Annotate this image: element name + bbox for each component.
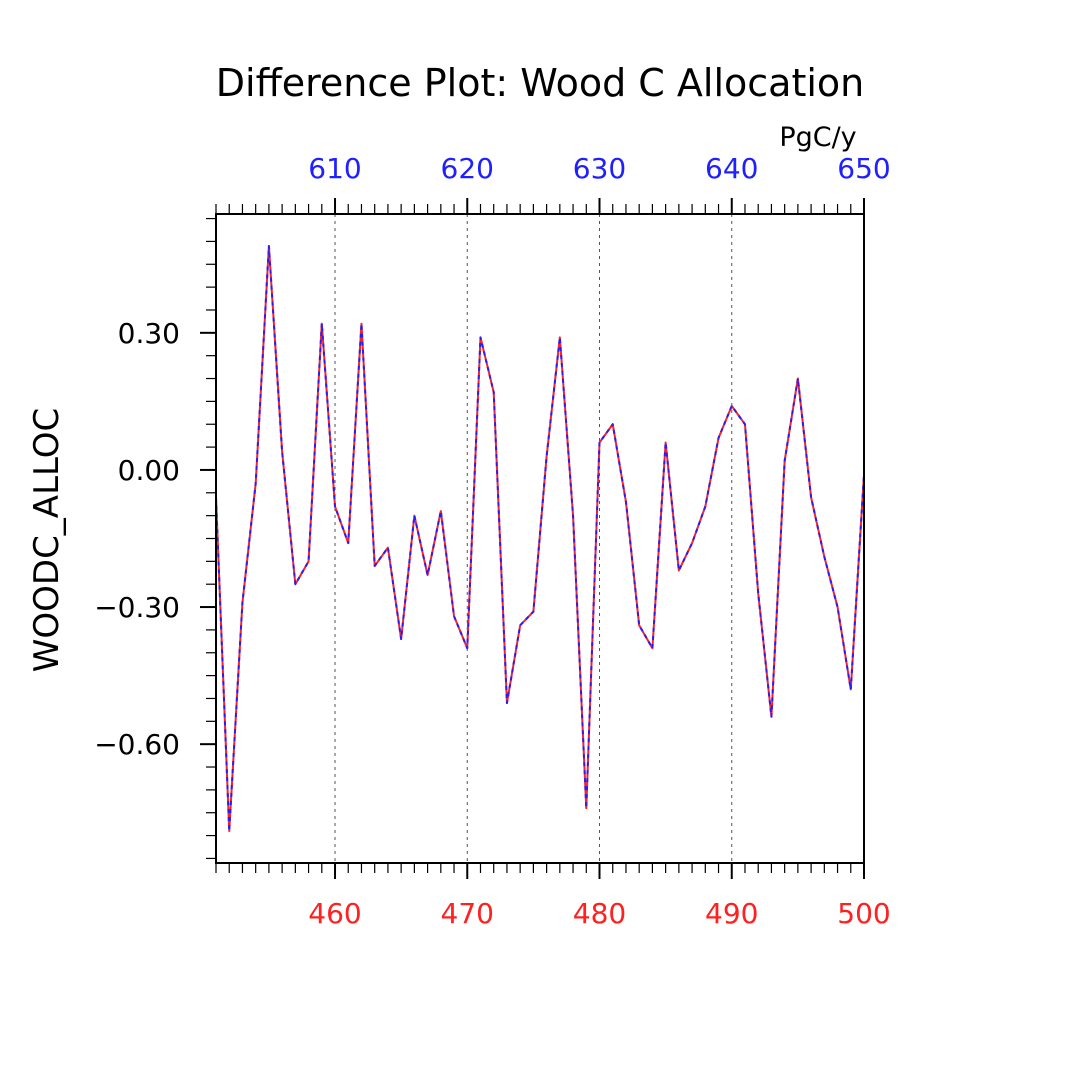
y-tick-label: −0.30 — [94, 591, 180, 624]
y-axis-label: WOODC_ALLOC — [27, 408, 67, 673]
units-label: PgC/y — [779, 122, 856, 153]
grid — [334, 214, 733, 863]
x-tick-label: 460 — [308, 897, 361, 930]
plot-frame — [215, 213, 865, 864]
series-line-blue — [215, 244, 865, 833]
y-tick-label: −0.60 — [94, 728, 180, 761]
y-tick-label: 0.30 — [118, 317, 180, 350]
tick-marks — [200, 198, 865, 879]
top-tick-label: 630 — [573, 152, 626, 185]
y-tick-label: 0.00 — [118, 454, 180, 487]
x-tick-label: 470 — [441, 897, 494, 930]
chart-title: Difference Plot: Wood C Allocation — [216, 61, 864, 105]
x-tick-label: 500 — [837, 897, 890, 930]
top-tick-label: 610 — [308, 152, 361, 185]
top-tick-label: 640 — [705, 152, 758, 185]
top-tick-label: 650 — [837, 152, 890, 185]
series-group — [215, 244, 865, 833]
top-tick-label: 620 — [441, 152, 494, 185]
x-tick-label: 490 — [705, 897, 758, 930]
series-line-red — [215, 244, 865, 833]
x-tick-label: 480 — [573, 897, 626, 930]
tick-labels: 460 470 480 490 500 610 620 630 640 650 0.30 0.00 −0… — [94, 152, 891, 930]
